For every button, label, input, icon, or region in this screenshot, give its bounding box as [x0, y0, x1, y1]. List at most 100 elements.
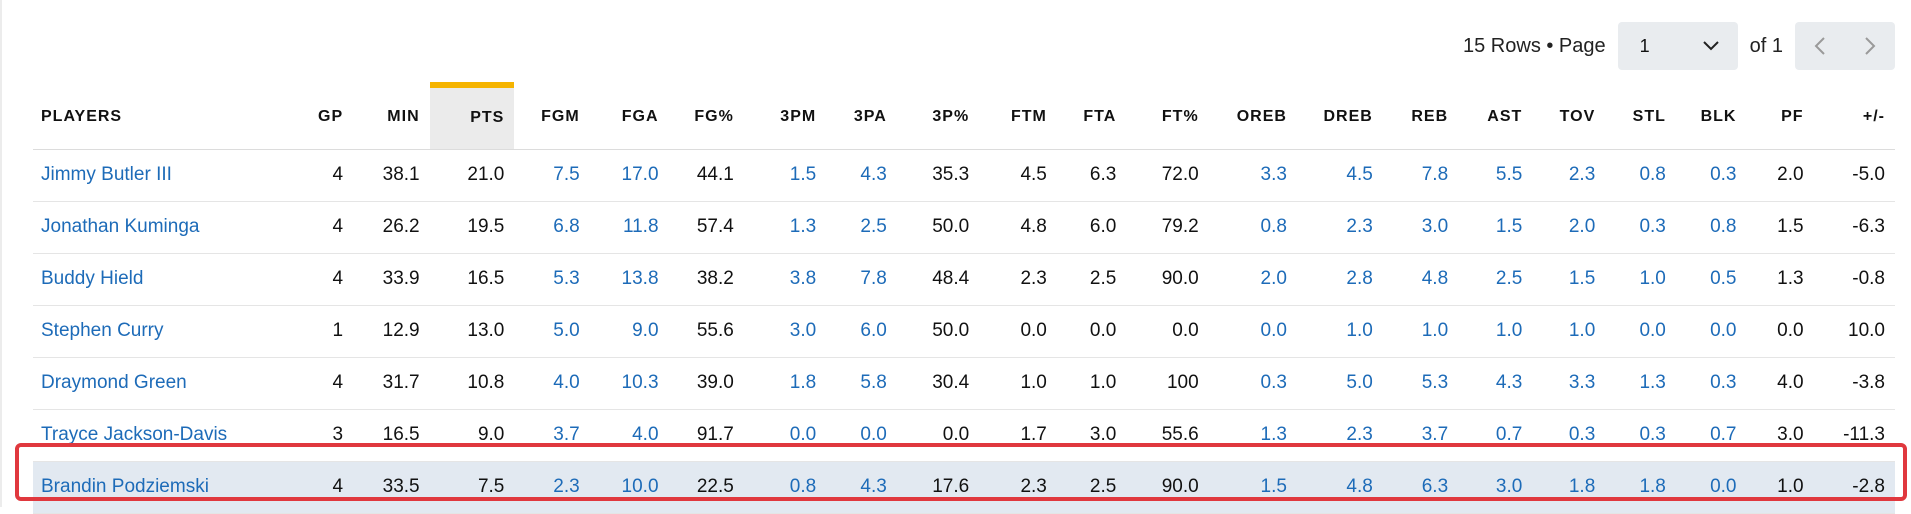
stat-link-cell[interactable]: 5.8 — [826, 357, 897, 410]
column-header[interactable]: STL — [1605, 85, 1676, 150]
stat-link-cell[interactable]: 0.7 — [1458, 409, 1533, 462]
stat-link-cell[interactable]: 1.5 — [1532, 253, 1606, 306]
column-header[interactable]: FTA — [1056, 85, 1127, 150]
previous-page-button[interactable] — [1795, 22, 1845, 70]
column-header[interactable]: REB — [1382, 85, 1459, 150]
stat-link-cell[interactable]: 4.3 — [826, 461, 897, 514]
stat-link-cell[interactable]: 1.0 — [1296, 305, 1383, 358]
stat-link-cell[interactable]: 5.0 — [1296, 357, 1383, 410]
stat-link-cell[interactable]: 0.0 — [826, 409, 897, 462]
stat-link-cell[interactable]: 4.3 — [1458, 357, 1533, 410]
stat-link-cell[interactable]: 1.8 — [1532, 461, 1606, 514]
stat-link-cell[interactable]: 3.7 — [514, 409, 590, 462]
stat-link-cell[interactable]: 2.8 — [1296, 253, 1383, 306]
stat-link-cell[interactable]: 10.3 — [589, 357, 669, 410]
stat-link-cell[interactable]: 1.0 — [1382, 305, 1459, 358]
column-header[interactable]: +/- — [1813, 85, 1895, 150]
column-header[interactable]: FGA — [589, 85, 669, 150]
stat-link-cell[interactable]: 3.0 — [1382, 201, 1459, 254]
stat-link-cell[interactable]: 1.8 — [743, 357, 827, 410]
column-header[interactable]: BLK — [1675, 85, 1747, 150]
stat-link-cell[interactable]: 6.3 — [1382, 461, 1459, 514]
stat-link-cell[interactable]: 7.8 — [1382, 149, 1459, 202]
column-header[interactable]: FTM — [979, 85, 1057, 150]
player-name-link[interactable]: Brandin Podziemski — [33, 461, 275, 514]
stat-link-cell[interactable]: 2.3 — [514, 461, 590, 514]
player-name-link[interactable]: Draymond Green — [33, 357, 275, 410]
stat-link-cell[interactable]: 0.0 — [1605, 305, 1676, 358]
stat-link-cell[interactable]: 3.0 — [743, 305, 827, 358]
column-header[interactable]: 3P% — [896, 85, 980, 150]
stat-link-cell[interactable]: 6.0 — [826, 305, 897, 358]
stat-link-cell[interactable]: 0.3 — [1675, 149, 1747, 202]
stat-link-cell[interactable]: 1.3 — [1208, 409, 1297, 462]
stat-link-cell[interactable]: 0.3 — [1532, 409, 1606, 462]
player-name-link[interactable]: Trayce Jackson-Davis — [33, 409, 275, 462]
stat-link-cell[interactable]: 6.8 — [514, 201, 590, 254]
stat-link-cell[interactable]: 1.8 — [1605, 461, 1676, 514]
column-header[interactable]: OREB — [1208, 85, 1297, 150]
stat-link-cell[interactable]: 2.0 — [1532, 201, 1606, 254]
stat-link-cell[interactable]: 2.5 — [826, 201, 897, 254]
stat-link-cell[interactable]: 0.3 — [1675, 357, 1747, 410]
column-header[interactable]: MIN — [353, 85, 430, 150]
stat-link-cell[interactable]: 0.8 — [743, 461, 827, 514]
stat-link-cell[interactable]: 1.5 — [1208, 461, 1297, 514]
stat-link-cell[interactable]: 4.0 — [589, 409, 669, 462]
stat-link-cell[interactable]: 0.8 — [1208, 201, 1297, 254]
column-header[interactable]: GP — [274, 85, 354, 150]
stat-link-cell[interactable]: 1.5 — [1458, 201, 1533, 254]
player-name-link[interactable]: Buddy Hield — [33, 253, 275, 306]
column-header[interactable]: FGM — [514, 85, 590, 150]
page-select[interactable]: 1 — [1617, 22, 1738, 70]
stat-link-cell[interactable]: 1.3 — [1605, 357, 1676, 410]
stat-link-cell[interactable]: 10.0 — [589, 461, 669, 514]
player-name-link[interactable]: Jimmy Butler III — [33, 149, 275, 202]
stat-link-cell[interactable]: 4.8 — [1382, 253, 1459, 306]
stat-link-cell[interactable]: 9.0 — [589, 305, 669, 358]
stat-link-cell[interactable]: 7.5 — [514, 149, 590, 202]
stat-link-cell[interactable]: 1.0 — [1605, 253, 1676, 306]
stat-link-cell[interactable]: 0.3 — [1605, 201, 1676, 254]
stat-link-cell[interactable]: 1.0 — [1458, 305, 1533, 358]
stat-link-cell[interactable]: 0.8 — [1675, 201, 1747, 254]
column-header[interactable]: DREB — [1296, 85, 1383, 150]
column-header[interactable]: AST — [1458, 85, 1533, 150]
stat-link-cell[interactable]: 2.3 — [1296, 409, 1383, 462]
stat-link-cell[interactable]: 4.5 — [1296, 149, 1383, 202]
column-header[interactable]: FG% — [668, 85, 744, 150]
stat-link-cell[interactable]: 0.3 — [1605, 409, 1676, 462]
next-page-button[interactable] — [1845, 22, 1895, 70]
column-header[interactable]: PLAYERS — [33, 85, 275, 150]
stat-link-cell[interactable]: 0.3 — [1208, 357, 1297, 410]
player-name-link[interactable]: Jonathan Kuminga — [33, 201, 275, 254]
column-header[interactable]: TOV — [1532, 85, 1606, 150]
stat-link-cell[interactable]: 5.3 — [514, 253, 590, 306]
stat-link-cell[interactable]: 3.7 — [1382, 409, 1459, 462]
stat-link-cell[interactable]: 3.3 — [1208, 149, 1297, 202]
stat-link-cell[interactable]: 4.3 — [826, 149, 897, 202]
column-header[interactable]: 3PA — [826, 85, 897, 150]
stat-link-cell[interactable]: 0.0 — [1675, 461, 1747, 514]
stat-link-cell[interactable]: 7.8 — [826, 253, 897, 306]
stat-link-cell[interactable]: 5.3 — [1382, 357, 1459, 410]
stat-link-cell[interactable]: 3.0 — [1458, 461, 1533, 514]
stat-link-cell[interactable]: 3.3 — [1532, 357, 1606, 410]
player-name-link[interactable]: Stephen Curry — [33, 305, 275, 358]
column-header[interactable]: 3PM — [743, 85, 827, 150]
stat-link-cell[interactable]: 0.0 — [1208, 305, 1297, 358]
stat-link-cell[interactable]: 5.0 — [514, 305, 590, 358]
stat-link-cell[interactable]: 0.0 — [743, 409, 827, 462]
stat-link-cell[interactable]: 4.0 — [514, 357, 590, 410]
stat-link-cell[interactable]: 2.3 — [1532, 149, 1606, 202]
stat-link-cell[interactable]: 11.8 — [589, 201, 669, 254]
stat-link-cell[interactable]: 2.5 — [1458, 253, 1533, 306]
stat-link-cell[interactable]: 1.0 — [1532, 305, 1606, 358]
stat-link-cell[interactable]: 2.0 — [1208, 253, 1297, 306]
stat-link-cell[interactable]: 5.5 — [1458, 149, 1533, 202]
stat-link-cell[interactable]: 1.3 — [743, 201, 827, 254]
stat-link-cell[interactable]: 0.5 — [1675, 253, 1747, 306]
column-header-sorted[interactable]: PTS — [429, 82, 515, 150]
stat-link-cell[interactable]: 17.0 — [589, 149, 669, 202]
stat-link-cell[interactable]: 4.8 — [1296, 461, 1383, 514]
